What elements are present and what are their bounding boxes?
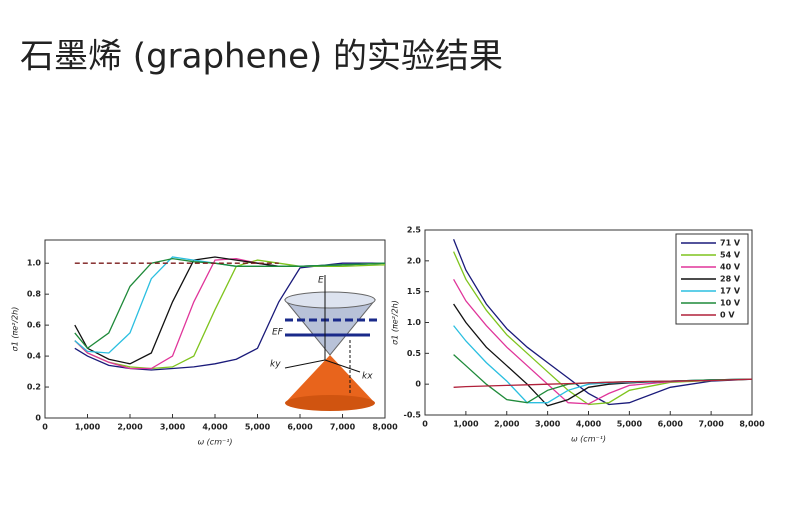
series-line [452, 239, 753, 406]
x-tick-label: 7,000 [330, 423, 356, 432]
y-tick-label: 2.0 [407, 256, 422, 265]
legend-label: 54 V [720, 251, 741, 260]
inset-label: kx [362, 372, 373, 382]
x-tick-label: 4,000 [202, 423, 228, 432]
series-line [74, 262, 385, 371]
lower-cone [285, 355, 375, 403]
axis-kx [324, 359, 361, 373]
x-tick-label: 3,000 [160, 423, 186, 432]
x-axis-label: ω (cm⁻¹) [197, 438, 232, 447]
y-tick-label: 2.5 [407, 226, 422, 235]
y-tick-label: 0.2 [27, 383, 41, 392]
x-tick-label: 3,000 [535, 420, 561, 429]
x-tick-label: 1,000 [75, 423, 101, 432]
x-tick-label: 5,000 [617, 420, 643, 429]
y-tick-label: 0.8 [27, 290, 42, 299]
y-tick-label: 0.5 [407, 349, 422, 358]
x-tick-label: 2,000 [494, 420, 520, 429]
series-line [453, 325, 753, 404]
x-tick-label: 8,000 [372, 423, 398, 432]
legend-label: 10 V [720, 299, 741, 308]
inset-label: EF [272, 328, 284, 338]
cone-bottom [285, 395, 375, 411]
x-tick-label: 4,000 [576, 420, 602, 429]
x-tick-label: 0 [422, 420, 428, 429]
cone-top [284, 291, 376, 309]
y-tick-label: 0.4 [27, 352, 42, 361]
y-tick-label: 0.6 [27, 321, 42, 330]
y-axis-label: σ1 (πe²/2h) [391, 300, 400, 345]
series-line [74, 257, 386, 350]
y-tick-label: 0 [415, 380, 421, 389]
inset-label: ky [270, 360, 281, 370]
legend-label: 0 V [720, 311, 735, 320]
series-line [453, 378, 753, 388]
series-line [453, 354, 753, 404]
legend-label: 40 V [720, 263, 741, 272]
x-axis-label: ω (cm⁻¹) [571, 435, 606, 444]
x-tick-label: 6,000 [287, 423, 313, 432]
inset-label: E [318, 276, 324, 286]
axis-ky [284, 359, 326, 369]
x-tick-label: 7,000 [698, 420, 724, 429]
y-tick-label: -0.5 [404, 411, 422, 420]
y-tick-label: 1.5 [407, 287, 422, 296]
y-axis-label: σ1 (πe²/2h) [11, 307, 20, 352]
inset-diagram: E EF ky kx [270, 275, 378, 411]
legend-label: 17 V [720, 287, 741, 296]
y-tick-label: 1.0 [27, 259, 42, 268]
x-tick-label: 5,000 [245, 423, 271, 432]
x-tick-label: 6,000 [658, 420, 684, 429]
x-tick-label: 8,000 [739, 420, 765, 429]
y-tick-label: 0 [35, 414, 41, 423]
slide-title: 石墨烯 (graphene) 的实验结果 [20, 37, 503, 77]
legend-label: 28 V [720, 275, 741, 284]
legend-label: 71 V [720, 239, 741, 248]
y-tick-label: 1.0 [407, 318, 422, 327]
x-tick-label: 1,000 [453, 420, 479, 429]
x-tick-label: 0 [42, 423, 48, 432]
x-tick-label: 2,000 [117, 423, 143, 432]
